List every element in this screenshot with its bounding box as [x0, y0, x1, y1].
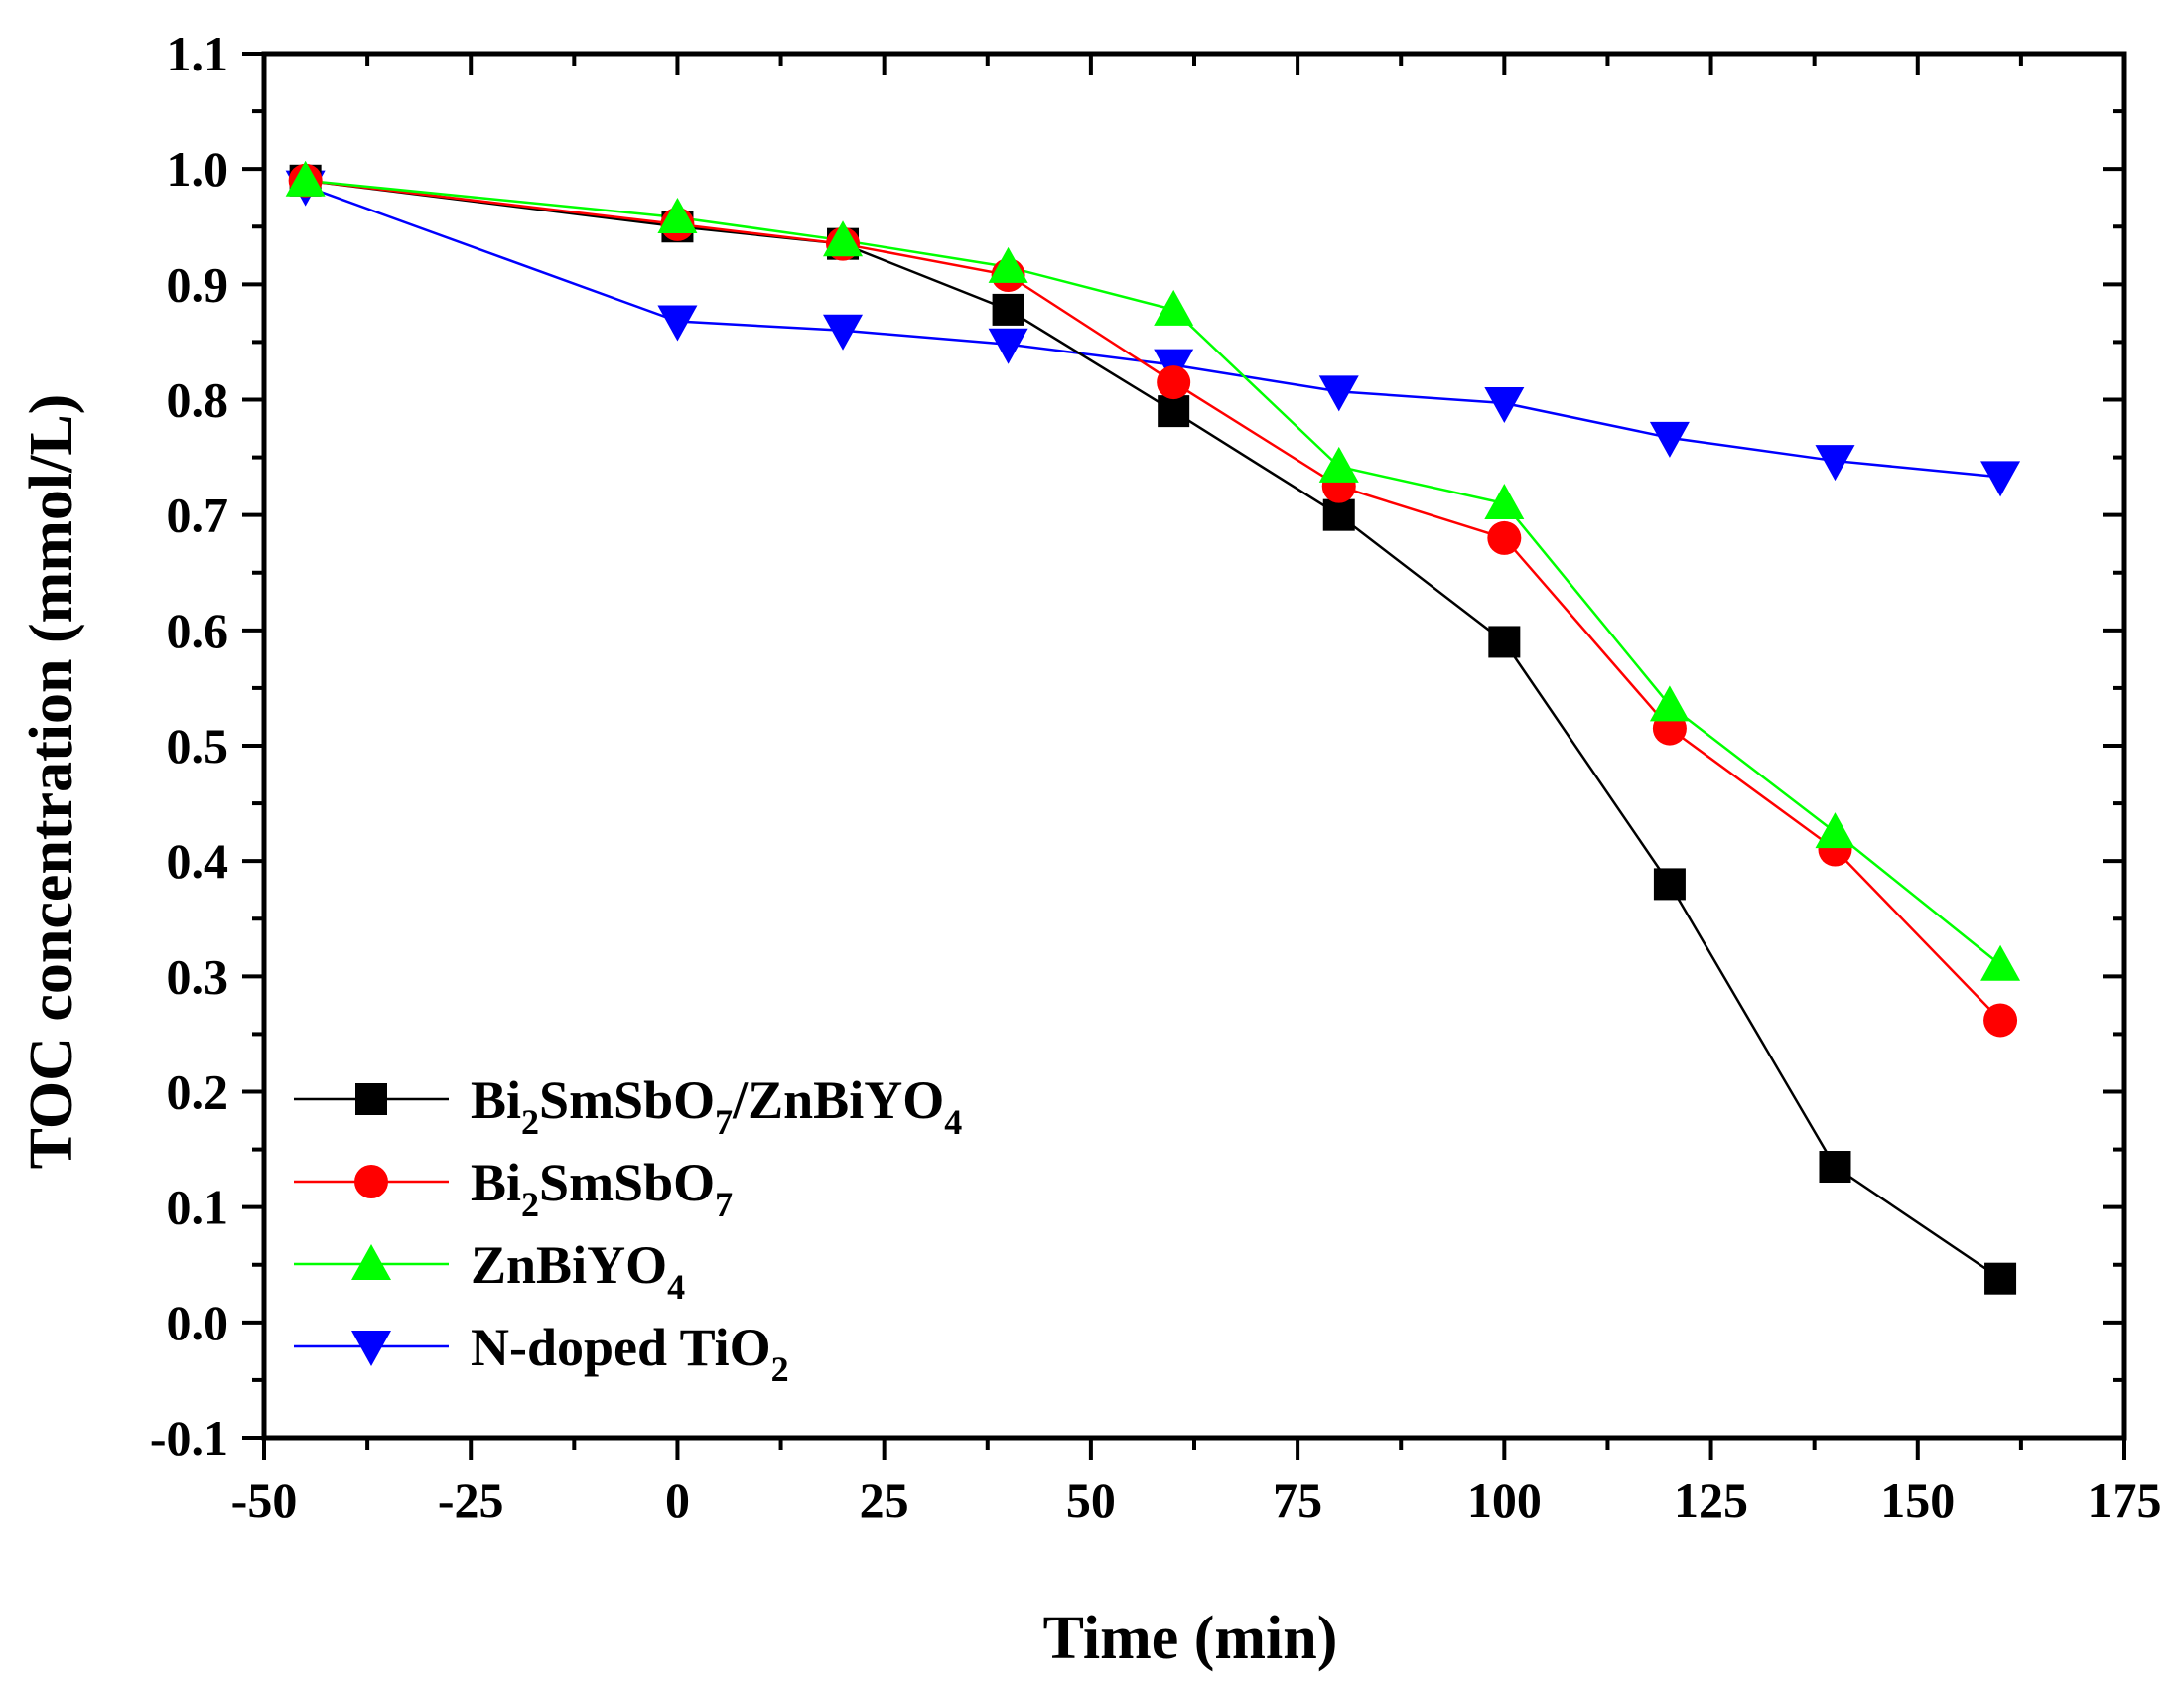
y-tick-label: 1.0 [167, 141, 229, 197]
data-point [1980, 944, 2021, 981]
data-point [1983, 1003, 2018, 1038]
y-tick-label: 0.9 [167, 256, 229, 312]
series-line [305, 185, 2001, 479]
data-point [1487, 520, 1522, 555]
x-tick-label: 125 [1674, 1473, 1748, 1528]
data-point [1653, 868, 1686, 901]
data-point [1649, 421, 1690, 458]
series-line [305, 179, 2001, 1022]
data-point [657, 305, 698, 342]
y-tick-label: 0.8 [167, 372, 229, 428]
x-tick-label: 100 [1467, 1473, 1542, 1528]
legend-marker [354, 1165, 388, 1198]
data-point [1318, 375, 1359, 412]
legend: Bi2SmSbO7/ZnBiYO4 Bi2SmSbO7 ZnBiYO4 N-doped… [294, 1070, 962, 1389]
y-tick-label: 1.1 [167, 26, 229, 81]
y-tick-label: 0.4 [167, 833, 229, 889]
x-tick-label: -25 [438, 1473, 504, 1528]
y-axis-title: TOC concentration (mmol/L) [18, 394, 85, 1170]
y-tick-label: 0.0 [167, 1295, 229, 1350]
data-point [285, 160, 326, 197]
x-tick-label: 25 [860, 1473, 909, 1528]
data-point [1984, 1262, 2017, 1295]
y-tick-label: 0.2 [167, 1064, 229, 1120]
x-tick-label: 0 [665, 1473, 690, 1528]
data-point [1322, 498, 1355, 531]
x-tick-label: 175 [2088, 1473, 2162, 1528]
data-point [1815, 445, 1855, 482]
data-point [1649, 685, 1690, 722]
data-point [823, 314, 864, 351]
y-tick-label: -0.1 [150, 1410, 228, 1466]
data-point [1484, 386, 1525, 423]
data-point [988, 328, 1028, 364]
data-point [1980, 461, 2021, 497]
series-line [305, 179, 2001, 966]
legend-label: Bi2SmSbO7 [471, 1153, 733, 1224]
data-point [1815, 812, 1855, 849]
data-point [1157, 365, 1191, 400]
data-point [1318, 446, 1359, 483]
legend-label: N-doped TiO2 [471, 1318, 789, 1389]
data-point [988, 246, 1028, 283]
y-tick-label: 0.6 [167, 603, 229, 658]
x-tick-label: 150 [1880, 1473, 1955, 1528]
data-point [992, 293, 1024, 326]
legend-marker [351, 1244, 391, 1280]
data-point [1154, 289, 1194, 326]
series-layer [285, 160, 2021, 1295]
y-tick-label: 0.3 [167, 948, 229, 1004]
data-point [1819, 1151, 1851, 1184]
x-tick-label: 50 [1066, 1473, 1116, 1528]
data-point [823, 220, 864, 257]
x-tick-label: 75 [1273, 1473, 1322, 1528]
x-tick-label: -50 [231, 1473, 298, 1528]
data-point [1158, 395, 1190, 428]
plot-frame [261, 51, 2127, 1441]
legend-label: Bi2SmSbO7/ZnBiYO4 [471, 1070, 962, 1142]
y-tick-label: 0.1 [167, 1180, 229, 1235]
x-axis-title: Time (min) [1043, 1605, 1338, 1672]
data-point [1484, 484, 1525, 520]
legend-marker [351, 1331, 391, 1366]
legend-label: ZnBiYO4 [471, 1235, 685, 1307]
data-point [1488, 626, 1521, 658]
data-point [657, 197, 698, 233]
y-tick-label: 0.7 [167, 488, 229, 543]
legend-marker [355, 1083, 387, 1115]
axes: -50 -25 0 25 50 75 100 125 150 175 -0.1 0.0 0.1 0.2 0.… [150, 26, 2162, 1528]
y-tick-label: 0.5 [167, 718, 229, 774]
